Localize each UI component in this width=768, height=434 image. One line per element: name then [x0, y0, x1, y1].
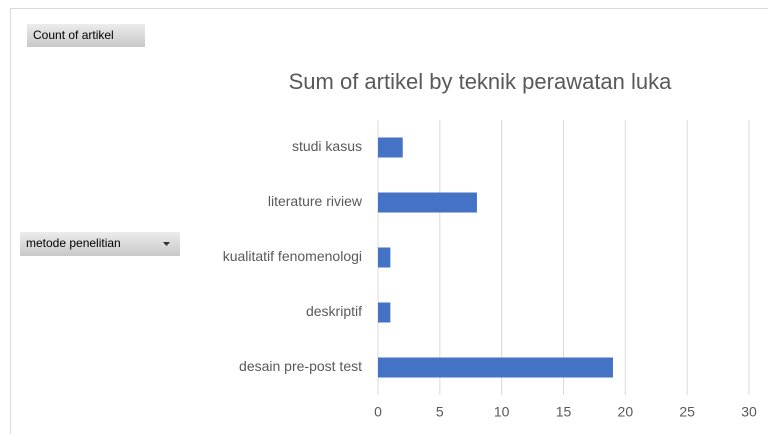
- x-tick-label: 15: [556, 404, 572, 420]
- bar: [378, 302, 391, 323]
- x-tick-label: 0: [374, 404, 382, 420]
- values-field-button[interactable]: [27, 24, 145, 47]
- y-tick-label: kualitatif fenomenologi: [223, 248, 362, 264]
- y-tick-label: desain pre-post test: [239, 358, 362, 374]
- x-tick-label: 10: [494, 404, 510, 420]
- bar: [378, 357, 613, 378]
- chart-border: [10, 8, 768, 434]
- axis-field-button[interactable]: [20, 232, 180, 256]
- x-tick-label: 20: [618, 404, 634, 420]
- chart-title: Sum of artikel by teknik perawatan luka: [289, 69, 673, 94]
- axis-field-label: metode penelitian: [26, 236, 121, 250]
- x-tick-label: 30: [741, 404, 757, 420]
- y-tick-label: studi kasus: [292, 138, 362, 154]
- x-tick-label: 5: [436, 404, 444, 420]
- values-field-label: Count of artikel: [33, 28, 114, 42]
- dropdown-arrow[interactable]: [163, 242, 170, 246]
- y-tick-label: literature riview: [268, 193, 363, 209]
- bar: [378, 247, 391, 268]
- bar: [378, 137, 403, 158]
- y-tick-label: deskriptif: [306, 303, 362, 319]
- bar: [378, 192, 477, 213]
- x-tick-label: 25: [679, 404, 695, 420]
